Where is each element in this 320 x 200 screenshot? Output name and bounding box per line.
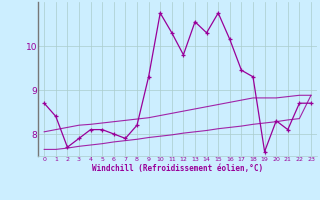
X-axis label: Windchill (Refroidissement éolien,°C): Windchill (Refroidissement éolien,°C) [92, 164, 263, 173]
